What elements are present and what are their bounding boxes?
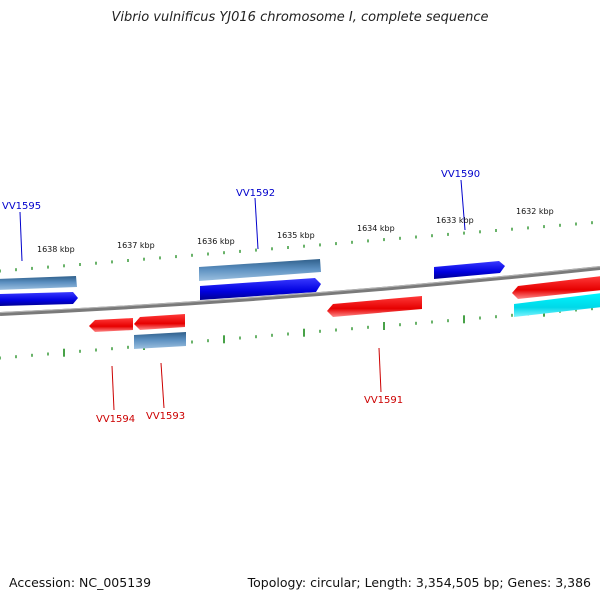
chromosome-backbone [0,266,600,316]
accession-text: Accession: NC_005139 [9,575,152,590]
gene-label: VV1590 [441,169,480,180]
scale-ticks-bottom [0,307,593,360]
gene-label: VV1591 [364,395,403,406]
gene-arrow [134,314,185,330]
gene-arrow [199,259,321,281]
gene-arrow [134,332,186,349]
label-leaders [19,179,466,411]
scale-label: 1634 kbp [357,224,395,233]
scale-label: 1638 kbp [37,245,75,254]
forward-features [0,259,505,306]
gene-label: VV1592 [236,188,275,199]
reverse-features [89,276,600,349]
gene-arrow [434,261,505,279]
gene-arrow [514,293,600,317]
gene-arrow [512,276,600,299]
gene-arrow [89,318,133,332]
gene-arrow [0,292,78,306]
map-title: Vibrio vulnificus YJ016 chromosome I, co… [111,10,489,25]
gene-label: VV1594 [96,414,135,425]
scale-label: 1632 kbp [516,207,554,216]
gene-arrow [327,296,422,317]
scale-label: 1636 kbp [197,237,235,246]
scale-label: 1635 kbp [277,231,315,240]
topology-summary: Topology: circular; Length: 3,354,505 bp… [247,575,591,590]
gene-arrow [0,276,77,290]
gene-label: VV1595 [2,201,41,212]
scale-label: 1637 kbp [117,241,155,250]
scale-label: 1633 kbp [436,216,474,225]
scale-labels: 1638 kbp 1637 kbp 1636 kbp 1635 kbp 1634… [37,207,554,254]
gene-label: VV1593 [146,411,185,422]
gene-labels: VV1595 VV1592 VV1590 VV1594 VV1593 VV159… [2,169,480,425]
gene-arrow [200,278,321,300]
scale-ticks-top [0,221,593,273]
